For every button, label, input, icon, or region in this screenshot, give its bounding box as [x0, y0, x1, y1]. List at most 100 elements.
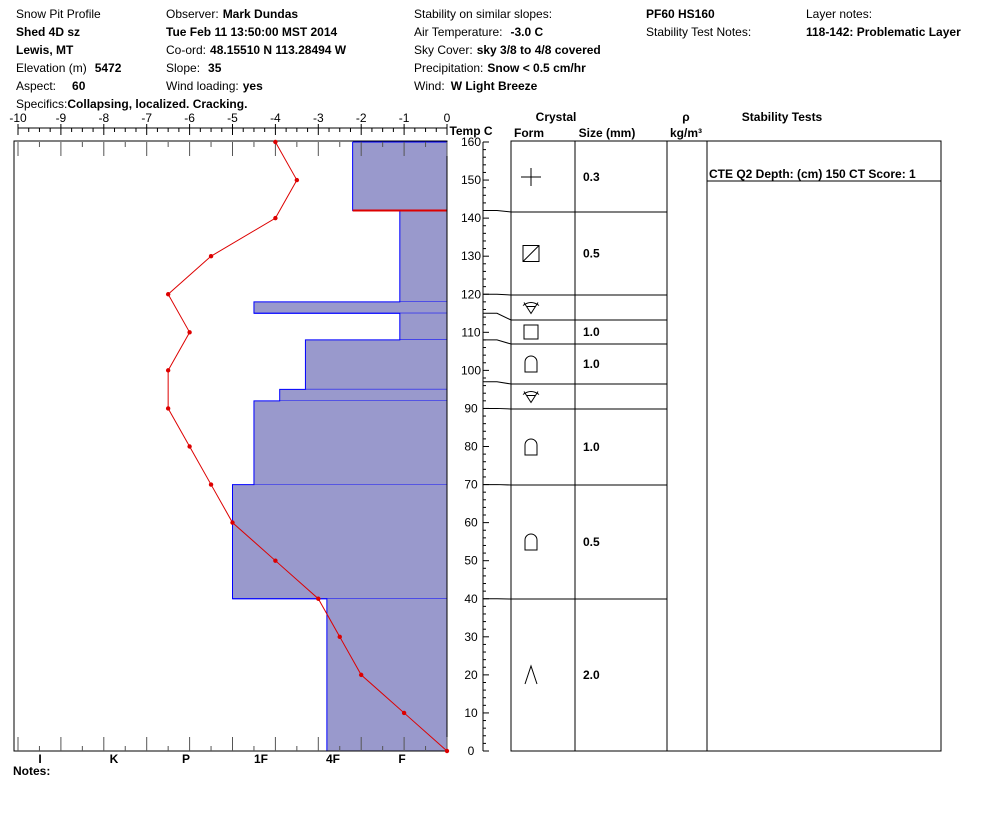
slope-value: 35 [208, 61, 222, 75]
v-arc [522, 391, 540, 395]
temperature-point [208, 482, 214, 487]
precipitation: Precipitation: Snow < 0.5 cm/hr [414, 61, 586, 75]
temperature-point [273, 215, 278, 221]
depth-tick-label: 160 [461, 135, 481, 149]
hardness-bar [399, 313, 447, 340]
size-header: Size (mm) [579, 126, 636, 140]
surface-hoar-icon [522, 391, 540, 404]
depth-tick-label: 90 [464, 401, 478, 415]
hardness-bar [232, 484, 447, 599]
temperature-point [337, 634, 342, 640]
layer-notes-label: Layer notes: [806, 7, 873, 21]
slope: Slope: 35 [166, 61, 221, 75]
air-temp-label: Air Temperature: [414, 25, 503, 39]
temperature-point [187, 444, 192, 449]
temp-tick-label: -10 [9, 111, 27, 125]
grain-size-label: 1.0 [583, 357, 600, 371]
plot-border [13, 140, 448, 752]
temperature-point [273, 139, 278, 145]
depth-tick-label: 100 [461, 363, 481, 377]
elevation: Elevation (m) 5472 [16, 61, 121, 75]
wind-loading-value: yes [242, 79, 263, 93]
layer-boundary [483, 210, 667, 213]
depth-hoar-icon [524, 438, 538, 456]
temp-tick-label: -4 [270, 111, 281, 125]
caret-icon [524, 664, 538, 685]
pf-hs: PF60 HS160 [646, 7, 715, 21]
hardness-bar [253, 301, 447, 314]
hardness-bar [279, 389, 447, 401]
aspect-label: Aspect: [16, 79, 57, 93]
temperature-point [359, 672, 364, 678]
layer-table-border [510, 140, 942, 752]
grain-size-label: 0.5 [583, 535, 600, 549]
stability-similar-slopes: Stability on similar slopes: [414, 7, 553, 21]
layer-table: 0.3 0.5 1.0 1.0 1.0 0.5 2.0 CTE Q2 Depth: (cm) … [483, 140, 942, 752]
specifics-label: Specifics: [16, 97, 68, 111]
slope-label: Slope: [166, 61, 201, 75]
layer-notes-value: 118-142: Problematic Layer [806, 25, 961, 39]
density-unit-header: kg/m³ [670, 126, 702, 140]
hardness-bar [305, 339, 447, 390]
hardness-tick-label: I [38, 752, 41, 766]
crystal-header: Crystal [536, 110, 577, 124]
chart-frame [13, 124, 489, 752]
square-icon [523, 324, 539, 340]
square-shape [523, 324, 539, 340]
hardness-bar [352, 142, 447, 211]
temperature-point [187, 330, 192, 335]
temperature-point [444, 748, 450, 754]
depth-tick-label: 50 [464, 554, 478, 568]
sky-value: sky 3/8 to 4/8 covered [476, 43, 601, 57]
stability-test-label: CTE Q2 Depth: (cm) 150 CT Score: 1 [709, 167, 916, 181]
sky-label: Sky Cover: [414, 43, 473, 57]
depth-tick-label: 110 [461, 325, 480, 339]
profile-title: Snow Pit Profile [16, 7, 101, 21]
layer-boundary [483, 339, 667, 345]
density-header: ρ [682, 110, 689, 124]
temp-header: Temp C [449, 124, 492, 138]
observer-value: Mark Dundas [222, 7, 299, 21]
coord-value: 48.15510 N 113.28494 W [210, 43, 347, 57]
temperature-point [401, 710, 407, 716]
plus-icon [521, 168, 541, 186]
surface-hoar-icon [522, 302, 540, 315]
temp-tick-label: -9 [56, 111, 67, 125]
temp-tick-label: -8 [98, 111, 109, 125]
hardness-profile [232, 141, 447, 752]
temperature-point [294, 177, 300, 183]
grain-size-label: 1.0 [583, 440, 600, 454]
wind: Wind: W Light Breeze [414, 79, 537, 93]
hardness-bar [326, 598, 447, 751]
temperature-point [208, 253, 214, 259]
wind-value: W Light Breeze [450, 79, 538, 93]
depth-tick-label: 130 [461, 249, 481, 263]
depth-tick-label: 0 [468, 744, 475, 758]
aspect-value: 60 [72, 79, 86, 93]
dome-shape [524, 533, 538, 551]
temperature-point [165, 292, 171, 297]
layer-boundary [483, 381, 667, 385]
temp-tick-label: 0 [444, 111, 451, 125]
hardness-bar [253, 400, 447, 485]
hardness-outline [232, 142, 401, 751]
depth-tick-label: 120 [461, 287, 481, 301]
square-shape [522, 245, 540, 262]
specifics: Specifics:Collapsing, localized. Crackin… [16, 97, 247, 111]
notes-label: Notes: [13, 764, 51, 778]
temp-tick-label: -7 [141, 111, 152, 125]
slash-stroke [522, 245, 540, 262]
air-temperature: Air Temperature: -3.0 C [414, 25, 543, 39]
precip-value: Snow < 0.5 cm/hr [487, 61, 586, 75]
coordinates: Co-ord: 48.15510 N 113.28494 W [166, 43, 346, 57]
grain-size-label: 0.5 [583, 247, 600, 261]
temperature-point [165, 406, 171, 411]
specifics-value: Collapsing, localized. Cracking. [67, 97, 248, 111]
v-shape [523, 391, 539, 404]
v-arc [522, 302, 540, 306]
layer-boundary [483, 407, 667, 410]
hardness-tick-label: K [110, 752, 119, 766]
depth-hoar-icon [524, 355, 538, 373]
precip-label: Precipitation: [414, 61, 484, 75]
